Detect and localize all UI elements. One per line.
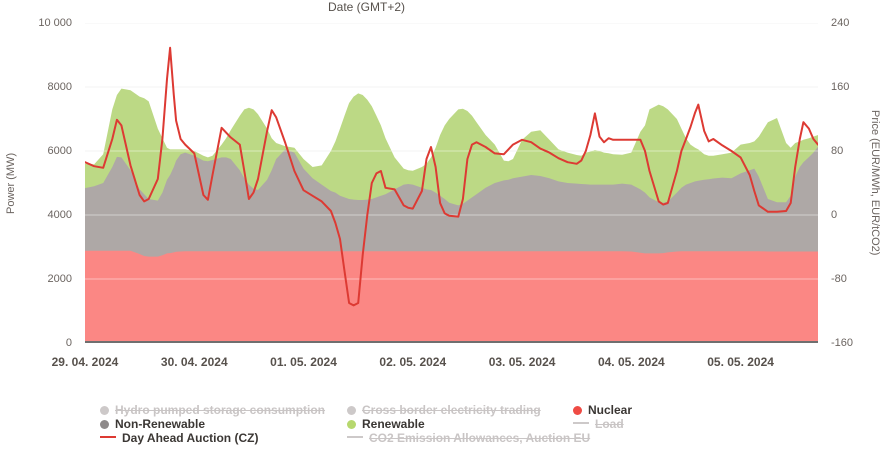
y-axis-right-tick-label: -160 (831, 337, 854, 349)
plot-area[interactable] (85, 23, 818, 343)
y-axis-right-tick-label: 80 (831, 145, 844, 157)
legend-item-cross-border-electricity-trading[interactable]: Cross border electricity trading (347, 403, 590, 417)
x-axis-tick-label: 04. 05. 2024 (597, 355, 665, 369)
legend-item-label: Hydro pumped storage consumption (115, 403, 326, 417)
legend-item-label: Load (595, 417, 624, 431)
legend-item-label: Nuclear (588, 403, 633, 417)
legend-circle-marker-icon (100, 406, 109, 416)
y-axis-right-tick-label: -80 (831, 273, 847, 285)
y-axis-left-tick-label: 8000 (47, 81, 72, 93)
x-axis-tick-label: 01. 05. 2024 (270, 355, 337, 369)
y-axis-right-tick-label: 0 (831, 209, 838, 221)
legend-item-renewable[interactable]: Renewable (347, 417, 590, 431)
legend-line-marker-icon (573, 422, 589, 425)
legend-column: Hydro pumped storage consumption Non-Rene… (100, 403, 325, 445)
y-axis-left-title: Power (MW) (5, 152, 17, 214)
x-axis-title: Date (GMT+2) (327, 0, 405, 14)
x-axis-tick-label: 05. 05. 2024 (707, 355, 774, 369)
legend-item-co2-emission-allowances-auction-eu[interactable]: CO2 Emission Allowances, Auction EU (347, 431, 590, 445)
legend-item-non-renewable[interactable]: Non-Renewable (100, 417, 325, 431)
legend-item-label: Cross border electricity trading (362, 403, 541, 417)
y-axis-left-tick-label: 4000 (47, 209, 72, 221)
legend-column: Nuclear Load (573, 403, 632, 431)
legend-circle-marker-icon (347, 420, 356, 430)
legend-circle-marker-icon (100, 420, 109, 430)
legend-item-label: Day Ahead Auction (CZ) (122, 431, 259, 445)
y-axis-left-tick-label: 10 000 (38, 17, 72, 29)
y-axis-right-title: Price (EUR/MWh, EUR/tCO2) (869, 110, 881, 256)
area-nuclear (85, 250, 818, 343)
legend-item-nuclear[interactable]: Nuclear (573, 403, 632, 417)
legend-item-day-ahead-auction-cz-[interactable]: Day Ahead Auction (CZ) (100, 431, 325, 445)
x-axis-tick-label: 30. 04. 2024 (160, 355, 228, 369)
y-axis-left-tick-label: 0 (65, 337, 72, 349)
legend-item-label: CO2 Emission Allowances, Auction EU (369, 431, 591, 445)
y-axis-left-tick-label: 6000 (47, 145, 72, 157)
legend-item-hydro-pumped-storage-consumption[interactable]: Hydro pumped storage consumption (100, 403, 325, 417)
legend-line-marker-icon (100, 436, 116, 439)
x-axis-tick-label: 29. 04. 2024 (51, 355, 119, 369)
legend-column: Cross border electricity trading Renewabl… (347, 403, 590, 445)
legend-line-marker-icon (347, 436, 363, 439)
y-axis-right-tick-label: 240 (831, 17, 850, 29)
legend-item-load[interactable]: Load (573, 417, 632, 431)
y-axis-right-tick-label: 160 (831, 81, 850, 93)
x-axis-tick-label: 03. 05. 2024 (488, 355, 556, 369)
legend-item-label: Non-Renewable (115, 417, 206, 431)
legend-circle-marker-icon (347, 406, 356, 416)
x-axis-tick-label: 02. 05. 2024 (379, 355, 447, 369)
legend-circle-marker-icon (573, 406, 582, 416)
legend-item-label: Renewable (362, 417, 425, 431)
y-axis-left-tick-label: 2000 (47, 273, 72, 285)
price-line (85, 46, 818, 307)
